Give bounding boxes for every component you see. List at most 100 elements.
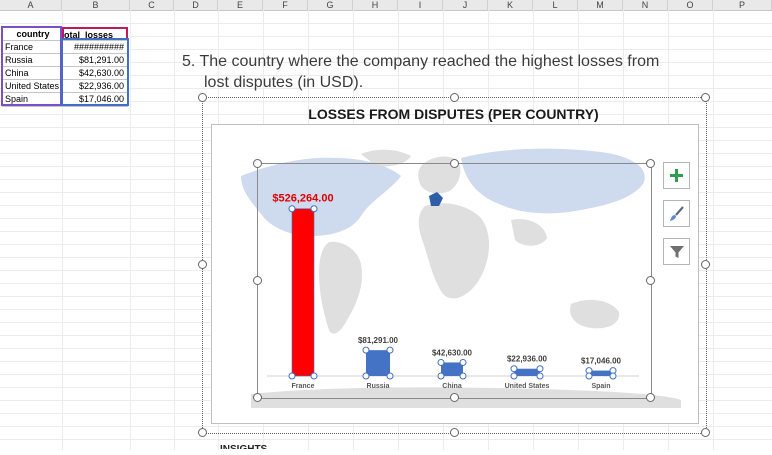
category-label: China (442, 383, 462, 390)
grid-vline (713, 10, 714, 450)
resize-handle[interactable] (645, 158, 655, 168)
category-label: United States (505, 383, 550, 390)
resize-handle[interactable] (252, 392, 262, 402)
grid-hline (0, 88, 772, 89)
data-label: $17,046.00 (581, 357, 622, 366)
resize-handle[interactable] (197, 259, 207, 269)
chart-title[interactable]: LOSSES FROM DISPUTES (PER COUNTRY) (308, 106, 599, 122)
column-header-d[interactable]: D (174, 0, 218, 10)
column-header-f[interactable]: F (263, 0, 308, 10)
resize-handle[interactable] (700, 92, 710, 102)
antarctica-shape (251, 387, 681, 408)
greenland-shape (361, 149, 411, 167)
category-label: Spain (591, 383, 610, 390)
bar-point-handle (362, 372, 370, 380)
bar-point-handle (510, 365, 518, 373)
bar-point-handle (536, 372, 544, 380)
plot-area-selection[interactable] (257, 163, 652, 399)
grid-vline (130, 10, 131, 450)
bar-point-handle (288, 372, 296, 380)
bar-point-handle (536, 365, 544, 373)
column-header-o[interactable]: O (668, 0, 713, 10)
resize-handle[interactable] (645, 392, 655, 402)
south-asia-shape (511, 218, 547, 246)
filter-icon (669, 245, 684, 258)
resize-handle[interactable] (449, 92, 459, 102)
column-header-c[interactable]: C (130, 0, 174, 10)
bar-point-handle (585, 372, 593, 380)
resize-handle[interactable] (252, 275, 262, 285)
range-selection-values (61, 38, 129, 106)
question-line-1: 5. The country where the company reached… (182, 53, 660, 70)
bar-point-handle (386, 372, 394, 380)
category-label: Russia (367, 383, 390, 390)
resize-handle[interactable] (197, 92, 207, 102)
bar-china (441, 362, 463, 376)
resize-handle[interactable] (700, 259, 710, 269)
grid-hline (0, 114, 772, 115)
bar-point-handle (437, 358, 445, 366)
grid-hline (0, 439, 772, 440)
resize-handle[interactable] (252, 158, 262, 168)
grid-hline (0, 101, 772, 102)
resize-handle[interactable] (197, 427, 207, 437)
bar-point-handle (288, 205, 296, 213)
column-header-n[interactable]: N (623, 0, 668, 10)
data-label: $22,936.00 (507, 355, 548, 364)
bar-point-handle (437, 372, 445, 380)
resize-handle[interactable] (449, 427, 459, 437)
range-selection-country (1, 26, 62, 106)
data-label: $81,291.00 (358, 336, 399, 345)
column-header-e[interactable]: E (218, 0, 263, 10)
resize-handle[interactable] (645, 275, 655, 285)
bar-point-handle (386, 346, 394, 354)
france-highlight-shape (429, 192, 443, 206)
column-header-i[interactable]: I (398, 0, 443, 10)
column-header-p[interactable]: P (713, 0, 772, 10)
next-section-heading: INSIGHTS (220, 444, 268, 455)
column-header-h[interactable]: H (353, 0, 398, 10)
grid-vline (174, 10, 175, 450)
grid-vline (62, 10, 63, 450)
bar-united-states (514, 368, 540, 376)
resize-handle[interactable] (449, 392, 459, 402)
question-text: 5. The country where the company reached… (182, 51, 762, 93)
grid-hline (0, 36, 772, 37)
data-label: $526,264.00 (272, 193, 333, 205)
chart-filters-button[interactable] (663, 238, 690, 265)
bar-france (291, 208, 315, 377)
bar-spain (589, 370, 613, 376)
grid-hline (0, 49, 772, 50)
column-header-b[interactable]: B (62, 0, 130, 10)
column-header-g[interactable]: G (308, 0, 353, 10)
asia-shape (461, 148, 645, 214)
bar-point-handle (310, 205, 318, 213)
bar-russia (366, 350, 390, 376)
bar-point-handle (510, 372, 518, 380)
question-line-2: lost disputes (in USD). (204, 74, 364, 91)
chart-plot[interactable]: $526,264.00 France $81,291.00 Russia $42,630… (211, 124, 697, 422)
africa-shape (418, 203, 490, 299)
column-header-a[interactable]: A (0, 0, 62, 10)
resize-handle[interactable] (449, 158, 459, 168)
bar-point-handle (362, 346, 370, 354)
chart-styles-button[interactable] (663, 200, 690, 227)
australia-shape (570, 299, 620, 329)
column-header-j[interactable]: J (443, 0, 488, 10)
column-header-l[interactable]: L (533, 0, 578, 10)
bar-point-handle (459, 358, 467, 366)
column-header-m[interactable]: M (578, 0, 623, 10)
plus-icon (670, 169, 683, 182)
bar-point-handle (609, 372, 617, 380)
bar-point-handle (459, 372, 467, 380)
column-header-k[interactable]: K (488, 0, 533, 10)
add-chart-element-button[interactable] (663, 162, 690, 189)
bar-point-handle (310, 372, 318, 380)
north-america-shape (241, 157, 401, 236)
grid-hline (0, 426, 772, 427)
grid-hline (0, 62, 772, 63)
resize-handle[interactable] (700, 427, 710, 437)
data-label: $42,630.00 (432, 348, 473, 357)
category-label: France (292, 383, 315, 390)
